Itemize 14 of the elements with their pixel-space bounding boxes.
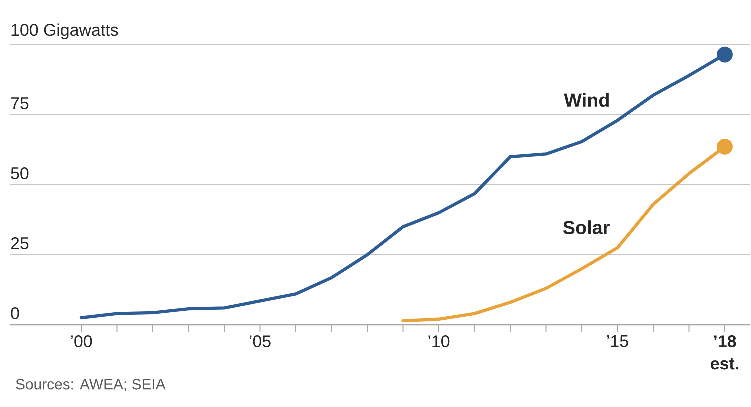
y-tick-label: 0 <box>11 307 20 320</box>
x-tick-label: ’00 <box>71 336 92 348</box>
series-label: Solar <box>563 220 610 234</box>
source-note: Sources: AWEA; SEIA <box>16 379 166 392</box>
y-tick-label: 100 Gigawatts <box>12 24 118 40</box>
y-tick-label: 75 <box>11 98 29 110</box>
text: est. <box>711 358 738 370</box>
y-tick-label: 25 <box>11 237 29 250</box>
x-tick-label: ’05 <box>250 336 271 348</box>
series-label: Wind <box>564 93 609 108</box>
x-tick-label: ’15 <box>607 336 628 348</box>
y-tick-label: 50 <box>11 167 29 180</box>
x-tick-label: ’10 <box>428 336 450 348</box>
x-tick-label: ’18 <box>714 336 736 348</box>
